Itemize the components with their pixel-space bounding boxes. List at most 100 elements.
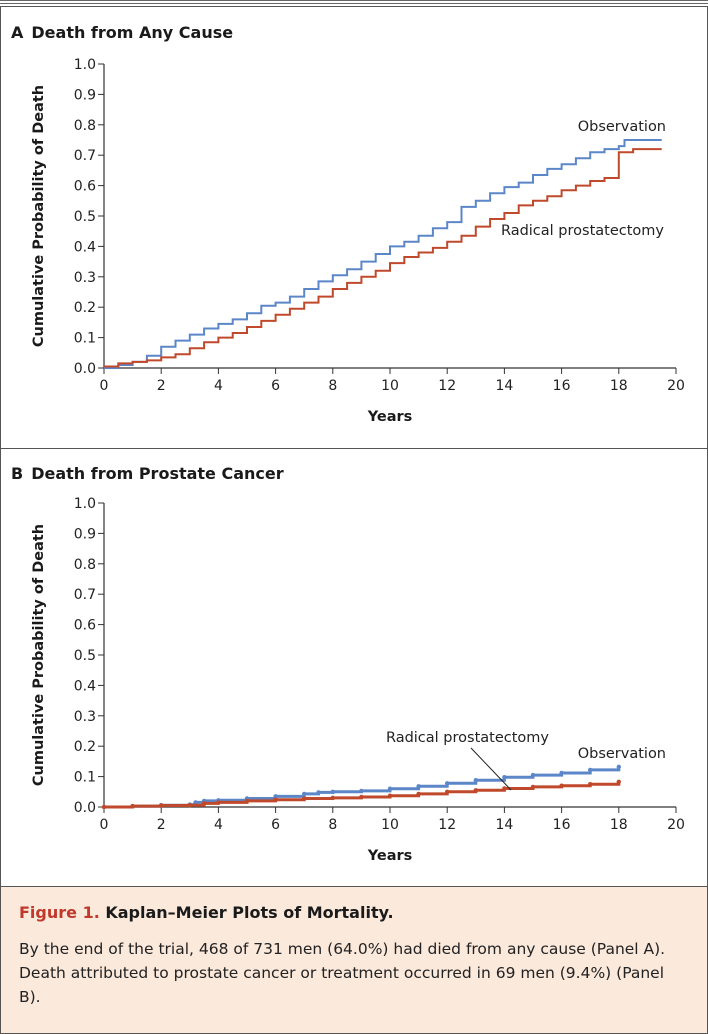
panel-b: B Death from Prostate Cancer 0.0 0.1 0.2 0.3… xyxy=(0,448,708,887)
y-tick-label: 0.6 xyxy=(74,618,96,634)
x-tick-label: 2 xyxy=(157,378,166,394)
series-label: Observation xyxy=(578,746,666,762)
data-point xyxy=(244,798,250,804)
y-tick-label: 0.8 xyxy=(74,118,96,134)
y-tick-label: 1.0 xyxy=(74,496,96,512)
data-point xyxy=(359,794,364,800)
y-tick-label: 0.2 xyxy=(74,739,96,755)
caption-label: Figure 1. xyxy=(19,903,100,922)
data-point xyxy=(387,786,393,791)
data-point xyxy=(201,801,207,806)
y-tick-label: 0.1 xyxy=(74,770,96,786)
data-point xyxy=(330,789,335,794)
data-point xyxy=(416,784,421,789)
series-line-radical-prostatectomy xyxy=(104,781,621,809)
data-point xyxy=(502,786,507,791)
chart-a: 0.0 0.1 0.2 0.3 0.4 0.5 0.6 0.7 0.8 0.9 1.0 0 2 4 6 8 10… xyxy=(31,57,685,425)
data-point xyxy=(588,767,593,773)
data-point xyxy=(588,782,593,787)
data-point xyxy=(530,784,536,790)
y-tick-label: 0.5 xyxy=(74,209,96,225)
y-tick-label: 0.4 xyxy=(74,678,96,694)
data-point xyxy=(616,779,621,784)
data-point xyxy=(273,794,278,799)
panel-b-title-text: Death from Prostate Cancer xyxy=(31,464,284,483)
x-tick-label: 20 xyxy=(667,378,685,394)
x-tick-label: 10 xyxy=(381,378,399,394)
y-tick-label: 0.3 xyxy=(74,270,96,286)
chart-b: 0.0 0.1 0.2 0.3 0.4 0.5 0.6 0.7 0.8 0.9 1.0 0 2 4 6 8 10… xyxy=(31,496,685,864)
y-tick-label: 0.9 xyxy=(74,526,96,542)
data-point xyxy=(187,802,192,808)
data-point xyxy=(530,772,536,778)
y-tick-label: 0.8 xyxy=(74,557,96,573)
data-point xyxy=(559,770,564,776)
x-tick-label: 2 xyxy=(157,817,166,833)
caption-title: Figure 1. Kaplan–Meier Plots of Mortalit… xyxy=(19,903,394,922)
panel-a-title-text: Death from Any Cause xyxy=(31,23,234,42)
x-tick-label: 0 xyxy=(100,817,109,833)
data-point xyxy=(159,803,164,808)
x-tick-label: 0 xyxy=(100,378,109,394)
data-point xyxy=(445,781,450,786)
data-point xyxy=(616,764,621,770)
data-point xyxy=(359,788,364,794)
panel-b-letter: B xyxy=(11,464,24,483)
x-tick-label: 8 xyxy=(328,378,337,394)
y-axis-label: Cumulative Probability of Death xyxy=(31,85,47,347)
y-axis-label: Cumulative Probability of Death xyxy=(31,524,47,786)
y-tick-label: 0.7 xyxy=(74,148,96,164)
panel-a-title: A Death from Any Cause xyxy=(11,23,233,42)
x-tick-label: 14 xyxy=(495,378,513,394)
data-point xyxy=(445,789,450,794)
y-tick-label: 0.0 xyxy=(74,361,96,377)
x-axis-label: Years xyxy=(367,409,413,425)
caption-title-text: Kaplan–Meier Plots of Mortality. xyxy=(105,903,394,922)
series-line-radical-prostatectomy xyxy=(104,148,662,368)
y-tick-label: 1.0 xyxy=(74,57,96,73)
y-tick-label: 0.7 xyxy=(74,587,96,603)
data-point xyxy=(273,797,278,802)
series-label: Observation xyxy=(578,119,666,135)
y-tick-label: 0.9 xyxy=(74,87,96,103)
y-tick-label: 0.1 xyxy=(74,331,96,347)
y-tick-label: 0.2 xyxy=(74,300,96,316)
data-point xyxy=(559,783,564,788)
data-point xyxy=(130,803,135,809)
data-point xyxy=(473,778,478,783)
x-tick-label: 8 xyxy=(328,817,337,833)
y-tick-label: 0.4 xyxy=(74,239,96,255)
y-tick-label: 0.5 xyxy=(74,648,96,664)
data-point xyxy=(193,800,198,805)
x-tick-label: 14 xyxy=(495,817,513,833)
x-axis-label: Years xyxy=(367,848,413,864)
x-tick-label: 4 xyxy=(214,817,223,833)
data-point xyxy=(302,791,307,797)
data-point xyxy=(216,800,221,805)
data-point xyxy=(316,790,321,795)
top-rule-2 xyxy=(0,3,708,4)
data-point xyxy=(387,793,393,798)
data-point xyxy=(416,791,421,797)
x-tick-label: 6 xyxy=(271,378,280,394)
x-tick-label: 16 xyxy=(553,378,571,394)
panel-a: A Death from Any Cause 0.0 0.1 0.2 0.3 0.4 0.5… xyxy=(0,6,708,449)
label-pointer-line xyxy=(470,747,512,791)
top-rule xyxy=(0,0,708,1)
panel-b-title: B Death from Prostate Cancer xyxy=(11,464,284,483)
panel-a-letter: A xyxy=(11,23,24,42)
data-point xyxy=(473,788,478,793)
x-tick-label: 4 xyxy=(214,378,223,394)
caption-text: By the end of the trial, 468 of 731 men … xyxy=(19,940,666,1006)
x-tick-label: 6 xyxy=(271,817,280,833)
x-tick-label: 10 xyxy=(381,817,399,833)
data-point xyxy=(502,775,507,780)
x-tick-label: 12 xyxy=(438,817,456,833)
y-tick-label: 0.0 xyxy=(74,800,96,816)
figure-caption: Figure 1. Kaplan–Meier Plots of Mortalit… xyxy=(0,887,708,1034)
data-point xyxy=(330,795,335,801)
y-tick-label: 0.3 xyxy=(74,709,96,725)
x-tick-label: 20 xyxy=(667,817,685,833)
data-point xyxy=(302,796,307,801)
x-tick-label: 18 xyxy=(610,817,628,833)
